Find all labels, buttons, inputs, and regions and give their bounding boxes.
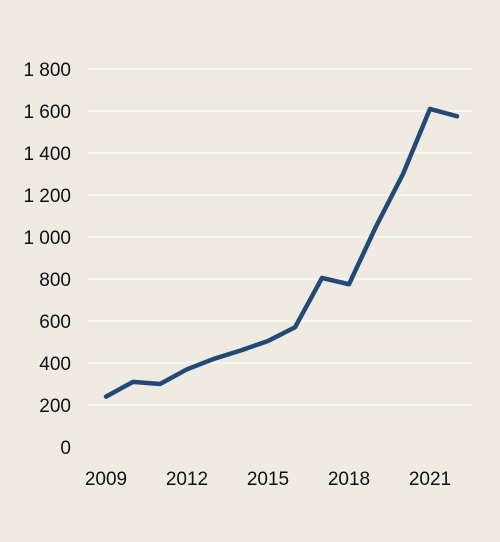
series-line bbox=[103, 106, 460, 399]
y-tick-label: 600 bbox=[39, 312, 71, 333]
x-tick-label: 2021 bbox=[409, 469, 451, 490]
y-tick-label: 1 800 bbox=[23, 60, 71, 81]
y-tick-label: 1 400 bbox=[23, 144, 71, 165]
y-tick-label: 800 bbox=[39, 270, 71, 291]
data-series bbox=[103, 106, 460, 399]
x-tick-label: 2012 bbox=[166, 469, 208, 490]
y-tick-label: 0 bbox=[60, 438, 71, 459]
y-tick-label: 1 200 bbox=[23, 186, 71, 207]
y-tick-label: 200 bbox=[39, 396, 71, 417]
gridlines bbox=[88, 68, 472, 406]
x-tick-label: 2015 bbox=[247, 469, 289, 490]
y-tick-label: 1 600 bbox=[23, 102, 71, 123]
x-tick-label: 2018 bbox=[328, 469, 370, 490]
x-tick-label: 2009 bbox=[85, 469, 127, 490]
y-tick-label: 400 bbox=[39, 354, 71, 375]
y-tick-label: 1 000 bbox=[23, 228, 71, 249]
y-axis-tick-labels: 0 200 400 600 800 1 000 1 200 1 400 1 600 1 800 bbox=[23, 60, 71, 459]
x-axis-tick-labels: 2009 2012 2015 2018 2021 bbox=[85, 469, 451, 490]
